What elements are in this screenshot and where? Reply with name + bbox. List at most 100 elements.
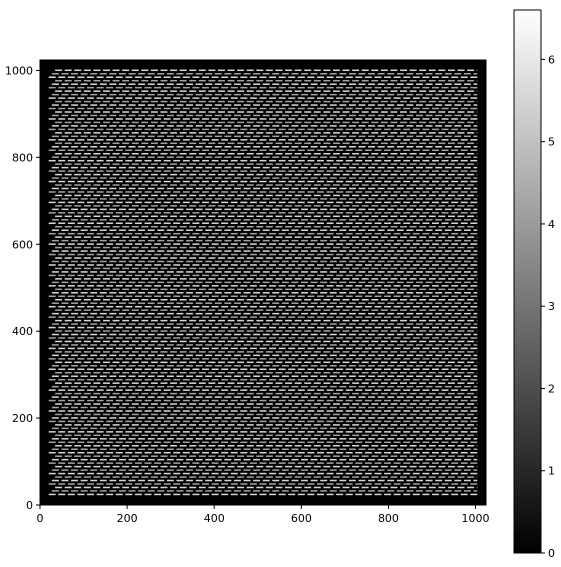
- heatmap-cell: [451, 483, 459, 485]
- heatmap-cell: [297, 358, 305, 360]
- heatmap-cell: [358, 354, 366, 357]
- heatmap-cell: [256, 486, 264, 489]
- heatmap-cell: [435, 333, 443, 336]
- heatmap-cell: [150, 351, 158, 353]
- heatmap-cell: [317, 410, 324, 412]
- heatmap-cell: [281, 344, 289, 346]
- heatmap-cell: [265, 476, 273, 478]
- heatmap-cell: [262, 281, 270, 284]
- heatmap-cell: [441, 337, 449, 339]
- heatmap-cell: [380, 382, 388, 384]
- heatmap-cell: [83, 184, 91, 186]
- heatmap-cell: [64, 319, 72, 322]
- heatmap-cell: [400, 486, 408, 489]
- heatmap-cell: [406, 354, 414, 357]
- heatmap-cell: [265, 184, 273, 186]
- heatmap-cell: [182, 159, 190, 162]
- heatmap-cell: [230, 441, 238, 444]
- heatmap-cell: [195, 385, 203, 388]
- heatmap-cell: [339, 229, 347, 231]
- heatmap-cell: [109, 312, 117, 315]
- heatmap-cell: [364, 212, 372, 214]
- heatmap-cell: [189, 330, 197, 332]
- heatmap-cell: [275, 330, 283, 332]
- heatmap-cell: [147, 448, 155, 450]
- heatmap-cell: [339, 396, 347, 398]
- heatmap-cell: [467, 163, 475, 165]
- heatmap-cell: [144, 410, 152, 412]
- heatmap-cell: [460, 264, 468, 266]
- heatmap-cell: [150, 465, 158, 468]
- heatmap-cell: [285, 476, 293, 478]
- heatmap-cell: [451, 243, 459, 245]
- heatmap-cell: [103, 361, 110, 364]
- heatmap-cell: [371, 298, 379, 301]
- heatmap-cell: [473, 344, 478, 346]
- heatmap-cell: [118, 250, 126, 252]
- heatmap-cell: [332, 225, 340, 228]
- heatmap-cell: [208, 445, 216, 447]
- heatmap-cell: [345, 472, 353, 475]
- heatmap-cell: [265, 121, 273, 124]
- heatmap-cell: [221, 222, 229, 225]
- heatmap-cell: [182, 191, 190, 193]
- heatmap-cell: [134, 420, 142, 423]
- heatmap-cell: [467, 111, 475, 113]
- heatmap-cell: [112, 236, 120, 238]
- heatmap-cell: [77, 368, 85, 371]
- heatmap-cell: [339, 312, 347, 315]
- heatmap-cell: [352, 215, 360, 218]
- heatmap-cell: [329, 166, 337, 169]
- heatmap-cell: [51, 125, 59, 127]
- heatmap-cell: [377, 469, 385, 471]
- heatmap-cell: [205, 479, 213, 482]
- heatmap-cell: [348, 458, 356, 461]
- heatmap-cell: [230, 483, 238, 485]
- heatmap-cell: [246, 163, 254, 165]
- heatmap-cell: [90, 187, 98, 190]
- heatmap-cell: [329, 323, 337, 325]
- heatmap-cell: [310, 187, 318, 190]
- heatmap-cell: [412, 264, 420, 266]
- heatmap-cell: [281, 156, 289, 158]
- heatmap-cell: [463, 365, 471, 367]
- heatmap-cell: [355, 191, 363, 193]
- heatmap-cell: [138, 166, 146, 169]
- heatmap-cell: [467, 424, 475, 426]
- heatmap-cell: [157, 208, 165, 211]
- heatmap-cell: [384, 159, 392, 162]
- heatmap-cell: [141, 184, 149, 186]
- heatmap-cell: [467, 132, 475, 134]
- heatmap-cell: [51, 438, 59, 440]
- heatmap-cell: [403, 191, 411, 193]
- heatmap-cell: [307, 472, 315, 475]
- heatmap-cell: [320, 323, 328, 325]
- heatmap-cell: [189, 205, 197, 207]
- heatmap-cell: [454, 406, 462, 409]
- heatmap-cell: [170, 163, 178, 165]
- heatmap-cell: [447, 476, 455, 478]
- heatmap-cell: [265, 424, 273, 426]
- heatmap-cell: [361, 163, 369, 165]
- heatmap-cell: [339, 198, 347, 200]
- heatmap-cell: [93, 173, 101, 176]
- heatmap-cell: [61, 219, 69, 221]
- heatmap-cell: [173, 483, 181, 485]
- heatmap-cell: [348, 438, 356, 440]
- heatmap-cell: [99, 323, 107, 325]
- heatmap-cell: [297, 326, 305, 329]
- heatmap-cell: [444, 271, 452, 273]
- heatmap-cell: [272, 250, 280, 252]
- heatmap-cell: [355, 326, 363, 329]
- heatmap-cell: [294, 121, 302, 124]
- heatmap-cell: [106, 118, 114, 120]
- heatmap-cell: [214, 229, 222, 231]
- heatmap-cell: [419, 225, 427, 228]
- heatmap-cell: [358, 114, 366, 117]
- heatmap-cell: [352, 403, 360, 405]
- heatmap-cell: [189, 351, 197, 353]
- heatmap-cell: [310, 302, 318, 304]
- heatmap-cell: [323, 424, 331, 426]
- heatmap-cell: [64, 392, 72, 395]
- heatmap-cell: [230, 378, 238, 381]
